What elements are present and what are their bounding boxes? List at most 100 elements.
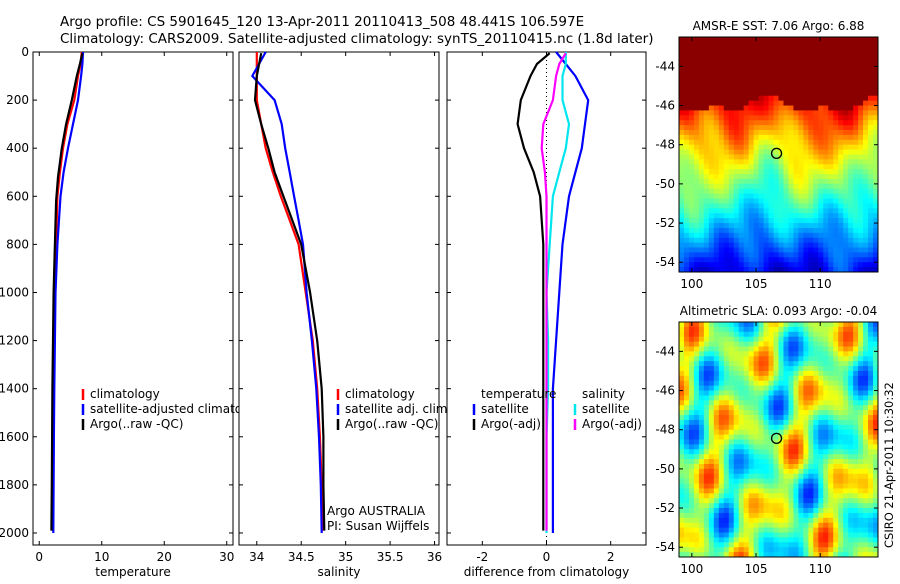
map-cell <box>773 61 780 67</box>
map-cell <box>693 488 700 494</box>
map-cell <box>708 120 715 126</box>
map-cell <box>823 95 829 102</box>
map-cell <box>683 46 690 53</box>
y-tick-label: 400 <box>6 141 29 155</box>
map-cell <box>733 223 740 229</box>
map-cell <box>828 322 834 328</box>
map-cell <box>723 517 730 524</box>
map-cell <box>808 252 814 258</box>
map-cell <box>843 463 849 470</box>
map-cell <box>838 488 844 494</box>
map-x-tick-label: 110 <box>809 277 832 291</box>
map-cell <box>803 434 809 441</box>
map-cell <box>758 468 765 475</box>
map-cell <box>753 71 760 77</box>
map-cell <box>788 115 795 121</box>
map-cell <box>868 208 874 214</box>
map-cell <box>718 375 725 382</box>
map-cell <box>683 326 690 333</box>
map-cell <box>758 449 765 455</box>
map-cell <box>818 322 824 328</box>
map-cell <box>753 247 760 254</box>
map-cell <box>868 120 874 126</box>
map-cell <box>798 532 804 539</box>
map-cell <box>688 439 695 445</box>
map-cell <box>868 322 874 328</box>
map-cell <box>773 336 780 343</box>
map-cell <box>828 385 834 392</box>
map-cell <box>768 410 775 416</box>
map-cell <box>813 247 819 254</box>
map-cell <box>823 183 829 190</box>
map-cell <box>679 419 685 426</box>
map-cell <box>718 449 725 455</box>
map-cell <box>848 85 854 92</box>
map-cell <box>838 356 844 362</box>
map-cell <box>683 100 690 107</box>
map-cell <box>728 149 735 156</box>
map-cell <box>773 478 780 485</box>
map-cell <box>708 71 715 77</box>
map-cell <box>848 405 854 411</box>
map-cell <box>833 120 839 126</box>
map-cell <box>818 120 824 126</box>
map-cell <box>868 139 874 146</box>
map-cell <box>848 130 854 136</box>
map-cell <box>818 154 824 160</box>
map-cell <box>763 424 770 431</box>
map-cell <box>813 183 819 190</box>
map-cell <box>733 37 740 43</box>
map-cell <box>838 125 844 131</box>
map-cell <box>688 95 695 102</box>
map-cell <box>758 439 765 445</box>
map-cell <box>853 361 859 367</box>
map-cell <box>743 178 750 185</box>
map-cell <box>818 134 824 141</box>
map-cell <box>783 198 790 205</box>
map-cell <box>738 164 745 170</box>
map-cell <box>873 326 878 333</box>
map-cell <box>768 336 775 343</box>
map-cell <box>773 257 780 263</box>
map-cell <box>813 375 819 382</box>
map-cell <box>823 527 829 534</box>
map-cell <box>743 223 750 229</box>
map-cell <box>843 85 849 92</box>
map-cell <box>838 252 844 258</box>
map-cell <box>743 188 750 195</box>
map-cell <box>713 159 720 165</box>
map-cell <box>868 503 874 509</box>
map-cell <box>768 237 775 244</box>
map-cell <box>738 178 745 185</box>
map-cell <box>763 139 770 146</box>
map-cell <box>778 223 785 229</box>
plot-frame <box>238 51 440 546</box>
map-cell <box>753 154 760 160</box>
map-cell <box>858 218 864 224</box>
map-cell <box>683 410 690 416</box>
map-cell <box>763 537 770 543</box>
map-cell <box>693 419 700 426</box>
map-cell <box>813 174 819 180</box>
map-cell <box>808 493 814 499</box>
map-cell <box>728 174 735 180</box>
map-cell <box>713 213 720 219</box>
map-cell <box>853 532 859 539</box>
map-cell <box>848 375 854 382</box>
map-cell <box>773 66 780 72</box>
map-cell <box>848 366 854 372</box>
map-cell <box>733 120 740 126</box>
map-cell <box>683 547 690 553</box>
map-cell <box>818 130 824 136</box>
map-cell <box>798 512 804 519</box>
map-cell <box>713 463 720 470</box>
map-cell <box>718 115 725 121</box>
map-cell <box>803 125 809 131</box>
map-cell <box>758 90 765 97</box>
map-cell <box>843 46 849 53</box>
map-cell <box>713 56 720 63</box>
map-cell <box>748 262 755 268</box>
map-cell <box>703 527 710 534</box>
map-cell <box>728 46 735 53</box>
map-cell <box>688 41 695 48</box>
